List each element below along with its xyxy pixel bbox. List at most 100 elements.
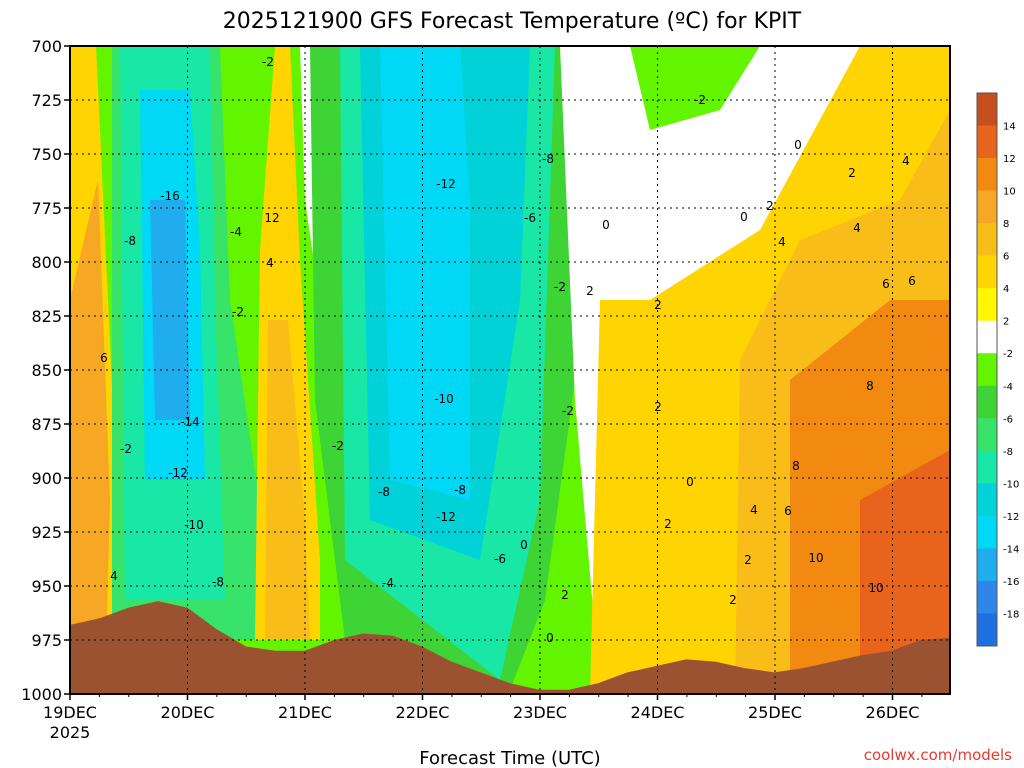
contour-label: -2: [232, 305, 244, 319]
contour-label: 4: [778, 235, 786, 249]
contour-label: -8: [454, 483, 466, 497]
contour-label: 0: [546, 631, 554, 645]
credit-text: coolwx.com/models: [864, 746, 1012, 764]
contour-label: 0: [740, 210, 748, 224]
colorbar-label: 2: [1003, 317, 1009, 328]
contour-label: 4: [266, 256, 274, 270]
y-tick-label: 825: [31, 307, 62, 326]
colorbar-swatch: [977, 548, 997, 582]
colorbar-label: 10: [1003, 187, 1016, 198]
contour-label: -12: [168, 466, 188, 480]
colorbar-swatch: [977, 515, 997, 549]
contour-label: -8: [378, 485, 390, 499]
colorbar-label: -8: [1003, 447, 1013, 458]
colorbar: 14 12 10 8 6 4 2 -2 -4 -6 -8 -10 -12 -14 -16 -18: [976, 92, 1019, 647]
colorbar-label: -16: [1003, 577, 1019, 588]
colorbar-label: -12: [1003, 512, 1019, 523]
colorbar-swatch: [977, 418, 997, 452]
colorbar-swatch: [977, 190, 997, 224]
contour-label: 0: [602, 218, 610, 232]
contour-label: -4: [230, 225, 242, 239]
contour-label: 2: [586, 284, 594, 298]
y-tick-label: 900: [31, 469, 62, 488]
colorbar-swatch: [977, 125, 997, 159]
contour-label: 2: [848, 166, 856, 180]
y-tick-label: 800: [31, 253, 62, 272]
x-tick-year: 2025: [50, 723, 91, 742]
x-tick-label: 20DEC: [161, 703, 215, 722]
y-tick-label: 950: [31, 577, 62, 596]
y-tick-label: 775: [31, 199, 62, 218]
contour-label: -10: [434, 392, 454, 406]
contour-label: -2: [120, 442, 132, 456]
contour-label: 0: [686, 475, 694, 489]
contour-label: -2: [562, 404, 574, 418]
surface-terrain: [70, 601, 950, 694]
y-axis: 700 725 750 775 800 825 850 875 900 925 950 975 1000: [21, 37, 70, 704]
colorbar-label: -10: [1003, 479, 1019, 490]
colorbar-label: -2: [1003, 349, 1013, 360]
contour-label: -12: [436, 177, 456, 191]
x-tick-label: 21DEC: [278, 703, 332, 722]
region-cold-2d: [380, 46, 470, 500]
y-tick-label: 850: [31, 361, 62, 380]
contour-label: 4: [750, 503, 758, 517]
contour-label: -14: [180, 415, 200, 429]
colorbar-swatch: [977, 93, 997, 127]
contour-label: 2: [561, 588, 569, 602]
contour-label: 10: [808, 551, 823, 565]
colorbar-swatch: [977, 385, 997, 419]
contour-label: -8: [542, 152, 554, 166]
chart-title: 2025121900 GFS Forecast Temperature (ºC)…: [223, 9, 802, 34]
colorbar-label: -4: [1003, 382, 1013, 393]
contour-label: -8: [212, 575, 224, 589]
contour-label: -12: [436, 510, 456, 524]
colorbar-label: 6: [1003, 252, 1009, 263]
colorbar-label: 4: [1003, 284, 1009, 295]
contour-label: 2: [729, 593, 737, 607]
contour-label: 10: [868, 581, 883, 595]
colorbar-label: -14: [1003, 544, 1019, 555]
y-tick-label: 725: [31, 91, 62, 110]
terrain-fill: [70, 601, 950, 694]
region-warm-east-d: [860, 450, 950, 694]
y-tick-label: 1000: [21, 685, 62, 704]
contour-label: 0: [794, 138, 802, 152]
y-tick-label: 700: [31, 37, 62, 56]
colorbar-label: -6: [1003, 414, 1013, 425]
colorbar-swatch: [977, 613, 997, 647]
colorbar-swatch: [977, 288, 997, 322]
y-tick-label: 750: [31, 145, 62, 164]
contour-label: 0: [520, 538, 528, 552]
colorbar-swatch: [977, 450, 997, 484]
colorbar-swatch: [977, 353, 997, 387]
region-warm-west-core: [70, 180, 110, 694]
colorbar-swatch: [977, 223, 997, 257]
x-axis: 19DEC 20DEC 21DEC 22DEC 23DEC 24DEC 25DEC 26DEC: [43, 694, 923, 722]
contour-label: 6: [882, 277, 890, 291]
x-axis-label: Forecast Time (UTC): [419, 748, 600, 768]
colorbar-swatch: [977, 255, 997, 289]
contour-label: 6: [784, 504, 792, 518]
colorbar-label: 12: [1003, 154, 1016, 165]
contour-label: 6: [100, 351, 108, 365]
y-tick-label: 925: [31, 523, 62, 542]
x-tick-label: 19DEC: [43, 703, 97, 722]
contour-label: -4: [382, 576, 394, 590]
colorbar-label: -18: [1003, 610, 1019, 621]
grid: [70, 46, 950, 694]
region-cold-1d: [150, 200, 190, 420]
contour-label: 2: [766, 199, 774, 213]
colorbar-swatch: [977, 320, 997, 354]
x-tick-label: 26DEC: [866, 703, 920, 722]
region-warm-mid-core: [265, 320, 310, 640]
x-tick-label: 23DEC: [513, 703, 567, 722]
colorbar-swatch: [977, 580, 997, 614]
contour-label: -6: [494, 552, 506, 566]
colorbar-label: 14: [1003, 122, 1016, 133]
x-tick-label: 24DEC: [631, 703, 685, 722]
contour-label: 4: [110, 569, 118, 583]
y-tick-label: 975: [31, 631, 62, 650]
contour-label: 4: [902, 154, 910, 168]
